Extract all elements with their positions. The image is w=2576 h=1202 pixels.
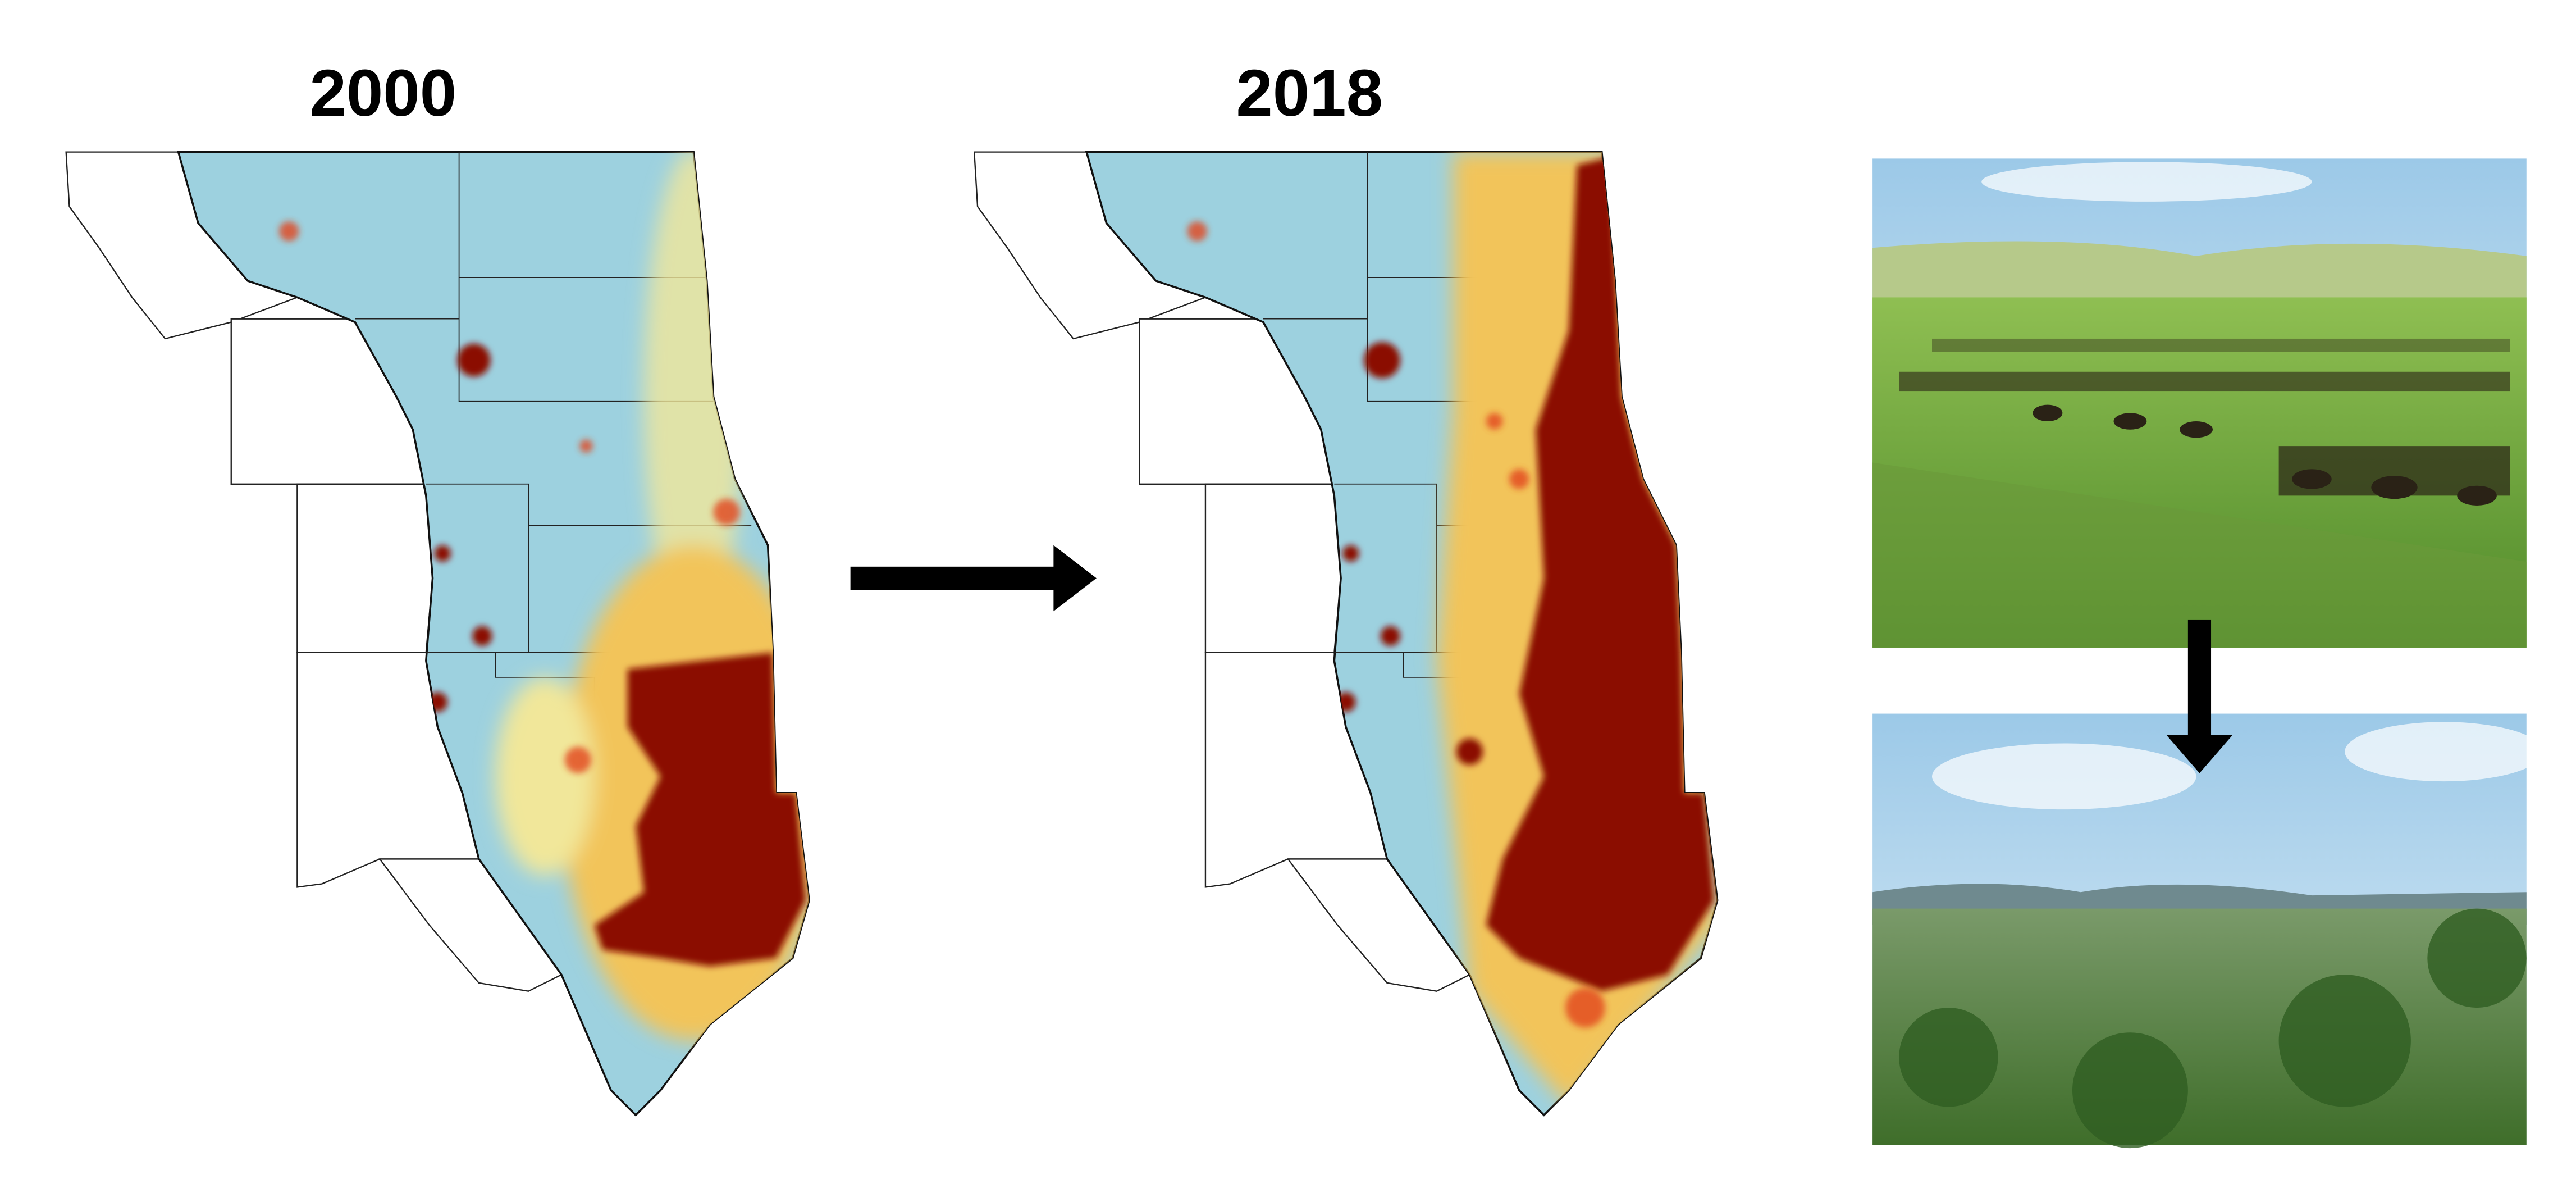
- photo-woodland: [1872, 713, 2543, 1149]
- year-label: 2018: [1236, 56, 1383, 130]
- photo-grassland: [1872, 158, 2527, 648]
- arrow-down: [2166, 619, 2233, 773]
- map-2000: [66, 149, 826, 1123]
- map-2018: [974, 149, 1734, 1123]
- arrow-right: [850, 545, 1097, 612]
- year-label: 2000: [309, 56, 456, 130]
